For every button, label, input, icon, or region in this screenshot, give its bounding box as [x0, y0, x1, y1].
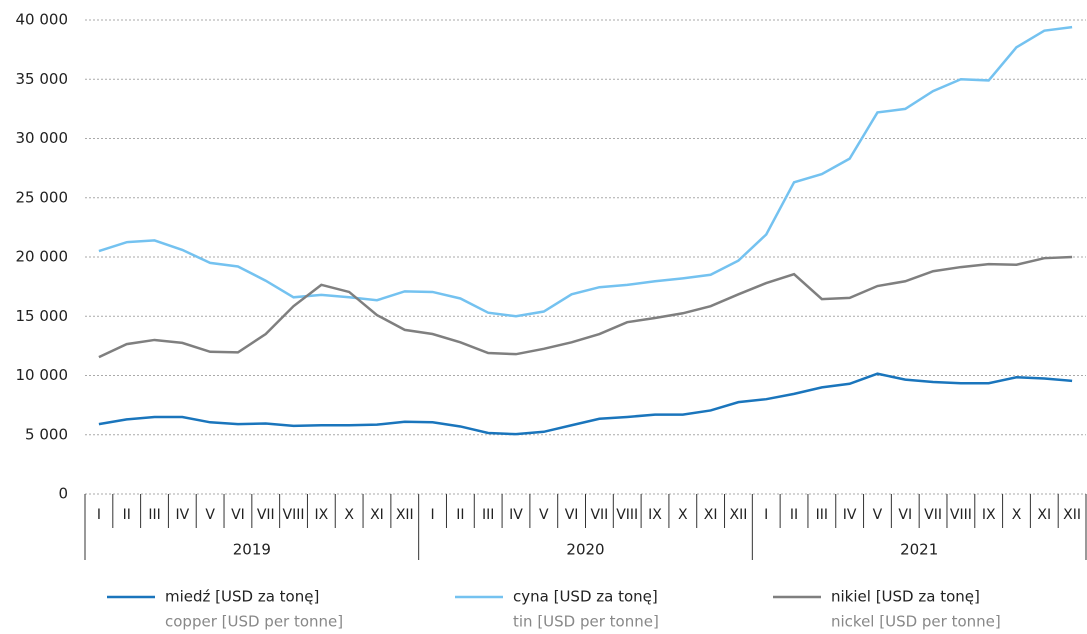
x-tick-label: IX [314, 507, 328, 523]
y-tick-label: 5 000 [25, 425, 68, 443]
legend-sublabel: tin [USD per tonne] [513, 613, 659, 631]
x-tick-label: IX [648, 507, 662, 523]
x-tick-label: VII [924, 507, 942, 523]
x-tick-label: X [1012, 507, 1022, 523]
x-tick-label: V [873, 507, 883, 523]
y-tick-label: 40 000 [16, 11, 69, 29]
x-tick-label: II [790, 507, 798, 523]
year-label: 2019 [233, 541, 271, 559]
series-line [98, 25, 1073, 318]
year-label: 2021 [900, 541, 938, 559]
x-tick-label: III [148, 507, 160, 523]
x-tick-label: IX [982, 507, 996, 523]
x-tick-label: IV [843, 507, 857, 523]
x-tick-label: VI [231, 507, 245, 523]
legend-label: miedź [USD za tonę] [165, 588, 319, 606]
x-tick-label: IV [175, 507, 189, 523]
x-tick-label: V [205, 507, 215, 523]
y-tick-label: 30 000 [16, 129, 69, 147]
x-tick-label: VIII [283, 507, 305, 523]
y-tick-label: 0 [58, 485, 68, 503]
x-tick-label: I [430, 507, 434, 523]
series-line [98, 255, 1073, 359]
x-tick-label: IV [509, 507, 523, 523]
x-tick-label: VIII [950, 507, 972, 523]
x-tick-label: VI [898, 507, 912, 523]
legend-label: cyna [USD za tonę] [513, 588, 658, 606]
x-tick-label: XI [704, 507, 718, 523]
x-tick-label: X [344, 507, 354, 523]
y-tick-label: 20 000 [16, 248, 69, 266]
x-tick-label: III [482, 507, 494, 523]
y-tick-label: 25 000 [16, 188, 69, 206]
x-tick-label: I [97, 507, 101, 523]
legend-sublabel: copper [USD per tonne] [165, 613, 343, 631]
x-tick-label: I [764, 507, 768, 523]
x-tick-label: XII [730, 507, 748, 523]
x-tick-label: III [816, 507, 828, 523]
y-tick-label: 15 000 [16, 307, 69, 325]
y-tick-label: 35 000 [16, 70, 69, 88]
x-tick-label: VII [257, 507, 275, 523]
y-tick-label: 10 000 [16, 366, 69, 384]
x-tick-label: II [123, 507, 131, 523]
x-tick-label: VI [565, 507, 579, 523]
x-tick-label: II [456, 507, 464, 523]
x-tick-label: XI [1037, 507, 1051, 523]
x-tick-label: XII [1063, 507, 1081, 523]
x-tick-label: V [539, 507, 549, 523]
legend-label: nikiel [USD za tonę] [831, 588, 980, 606]
legend-sublabel: nickel [USD per tonne] [831, 613, 1001, 631]
year-label: 2020 [566, 541, 604, 559]
x-tick-label: XII [396, 507, 414, 523]
series-line [98, 372, 1073, 436]
x-tick-label: X [678, 507, 688, 523]
x-tick-label: VIII [616, 507, 638, 523]
x-tick-label: VII [590, 507, 608, 523]
x-tick-label: XI [370, 507, 384, 523]
